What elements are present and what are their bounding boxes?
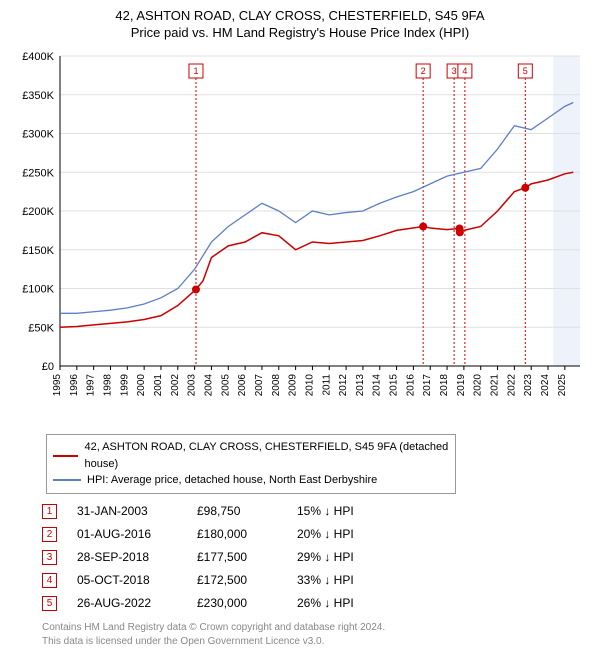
event-marker: 1 xyxy=(42,504,57,519)
svg-text:1995: 1995 xyxy=(52,374,63,397)
svg-text:£350K: £350K xyxy=(22,90,54,102)
event-marker: 2 xyxy=(42,527,57,542)
svg-text:2011: 2011 xyxy=(321,374,332,396)
svg-text:2002: 2002 xyxy=(170,374,181,397)
svg-text:2023: 2023 xyxy=(523,374,534,397)
event-date: 01-AUG-2016 xyxy=(77,527,177,541)
legend-swatch xyxy=(53,455,78,457)
footer-line: This data is licensed under the Open Gov… xyxy=(42,635,590,649)
legend-label: 42, ASHTON ROAD, CLAY CROSS, CHESTERFIEL… xyxy=(84,439,449,472)
svg-text:£150K: £150K xyxy=(22,245,54,257)
svg-text:2004: 2004 xyxy=(203,374,214,397)
svg-text:2015: 2015 xyxy=(389,374,400,397)
svg-text:2005: 2005 xyxy=(220,374,231,397)
svg-text:£250K: £250K xyxy=(22,167,54,179)
svg-text:£300K: £300K xyxy=(22,129,54,141)
event-date: 31-JAN-2003 xyxy=(77,504,177,518)
svg-text:2012: 2012 xyxy=(338,374,349,397)
legend-item: 42, ASHTON ROAD, CLAY CROSS, CHESTERFIEL… xyxy=(53,439,449,472)
svg-text:£400K: £400K xyxy=(22,51,54,63)
svg-text:2007: 2007 xyxy=(254,374,265,397)
event-date: 28-SEP-2018 xyxy=(77,550,177,564)
legend-item: HPI: Average price, detached house, Nort… xyxy=(53,472,449,489)
chart-subtitle: Price paid vs. HM Land Registry's House … xyxy=(10,25,590,40)
event-price: £177,500 xyxy=(197,550,277,564)
event-date: 26-AUG-2022 xyxy=(77,596,177,610)
svg-text:1: 1 xyxy=(193,66,198,76)
svg-text:£100K: £100K xyxy=(22,284,54,296)
svg-text:2025: 2025 xyxy=(557,374,568,397)
event-date: 05-OCT-2018 xyxy=(77,573,177,587)
line-chart: £0 £50K £100K £150K £200K £250K £300K £350K £400… xyxy=(10,46,590,426)
svg-text:2009: 2009 xyxy=(288,374,299,397)
svg-text:2021: 2021 xyxy=(490,374,501,397)
svg-text:1996: 1996 xyxy=(69,374,80,397)
svg-text:2003: 2003 xyxy=(187,374,198,397)
event-row: 4 05-OCT-2018 £172,500 33% ↓ HPI xyxy=(42,573,590,588)
event-row: 3 28-SEP-2018 £177,500 29% ↓ HPI xyxy=(42,550,590,565)
svg-text:2019: 2019 xyxy=(456,374,467,397)
svg-text:1997: 1997 xyxy=(86,374,97,397)
svg-text:2008: 2008 xyxy=(271,374,282,397)
event-row: 1 31-JAN-2003 £98,750 15% ↓ HPI xyxy=(42,504,590,519)
svg-text:2020: 2020 xyxy=(473,374,484,397)
svg-text:2010: 2010 xyxy=(304,374,315,397)
svg-text:2018: 2018 xyxy=(439,374,450,397)
svg-text:4: 4 xyxy=(462,66,467,76)
event-row: 5 26-AUG-2022 £230,000 26% ↓ HPI xyxy=(42,596,590,611)
svg-text:2016: 2016 xyxy=(405,374,416,397)
svg-text:3: 3 xyxy=(452,66,457,76)
svg-text:2000: 2000 xyxy=(136,374,147,397)
event-pct: 29% ↓ HPI xyxy=(297,550,387,564)
footer: Contains HM Land Registry data © Crown c… xyxy=(42,621,590,649)
event-marker: 3 xyxy=(42,550,57,565)
event-pct: 15% ↓ HPI xyxy=(297,504,387,518)
events-table: 1 31-JAN-2003 £98,750 15% ↓ HPI 2 01-AUG… xyxy=(42,504,590,611)
svg-text:£200K: £200K xyxy=(22,206,54,218)
svg-text:5: 5 xyxy=(523,66,528,76)
event-price: £172,500 xyxy=(197,573,277,587)
svg-text:2001: 2001 xyxy=(153,374,164,397)
legend: 42, ASHTON ROAD, CLAY CROSS, CHESTERFIEL… xyxy=(46,434,456,494)
event-pct: 26% ↓ HPI xyxy=(297,596,387,610)
svg-text:1998: 1998 xyxy=(102,374,113,397)
svg-text:2: 2 xyxy=(421,66,426,76)
event-row: 2 01-AUG-2016 £180,000 20% ↓ HPI xyxy=(42,527,590,542)
chart-title: 42, ASHTON ROAD, CLAY CROSS, CHESTERFIEL… xyxy=(10,8,590,23)
event-marker: 4 xyxy=(42,573,57,588)
svg-text:2013: 2013 xyxy=(355,374,366,397)
footer-line: Contains HM Land Registry data © Crown c… xyxy=(42,621,590,635)
legend-swatch xyxy=(53,479,81,481)
svg-text:£50K: £50K xyxy=(28,322,54,334)
svg-text:£0: £0 xyxy=(42,361,54,373)
svg-text:1999: 1999 xyxy=(119,374,130,397)
event-price: £98,750 xyxy=(197,504,277,518)
event-price: £180,000 xyxy=(197,527,277,541)
chart-area: £0 £50K £100K £150K £200K £250K £300K £350K £400… xyxy=(10,46,590,426)
svg-text:2017: 2017 xyxy=(422,374,433,397)
svg-text:2024: 2024 xyxy=(540,374,551,397)
legend-label: HPI: Average price, detached house, Nort… xyxy=(87,472,377,489)
svg-text:2006: 2006 xyxy=(237,374,248,397)
event-price: £230,000 xyxy=(197,596,277,610)
svg-text:2022: 2022 xyxy=(506,374,517,397)
event-pct: 33% ↓ HPI xyxy=(297,573,387,587)
event-pct: 20% ↓ HPI xyxy=(297,527,387,541)
event-marker: 5 xyxy=(42,596,57,611)
svg-text:2014: 2014 xyxy=(372,374,383,397)
